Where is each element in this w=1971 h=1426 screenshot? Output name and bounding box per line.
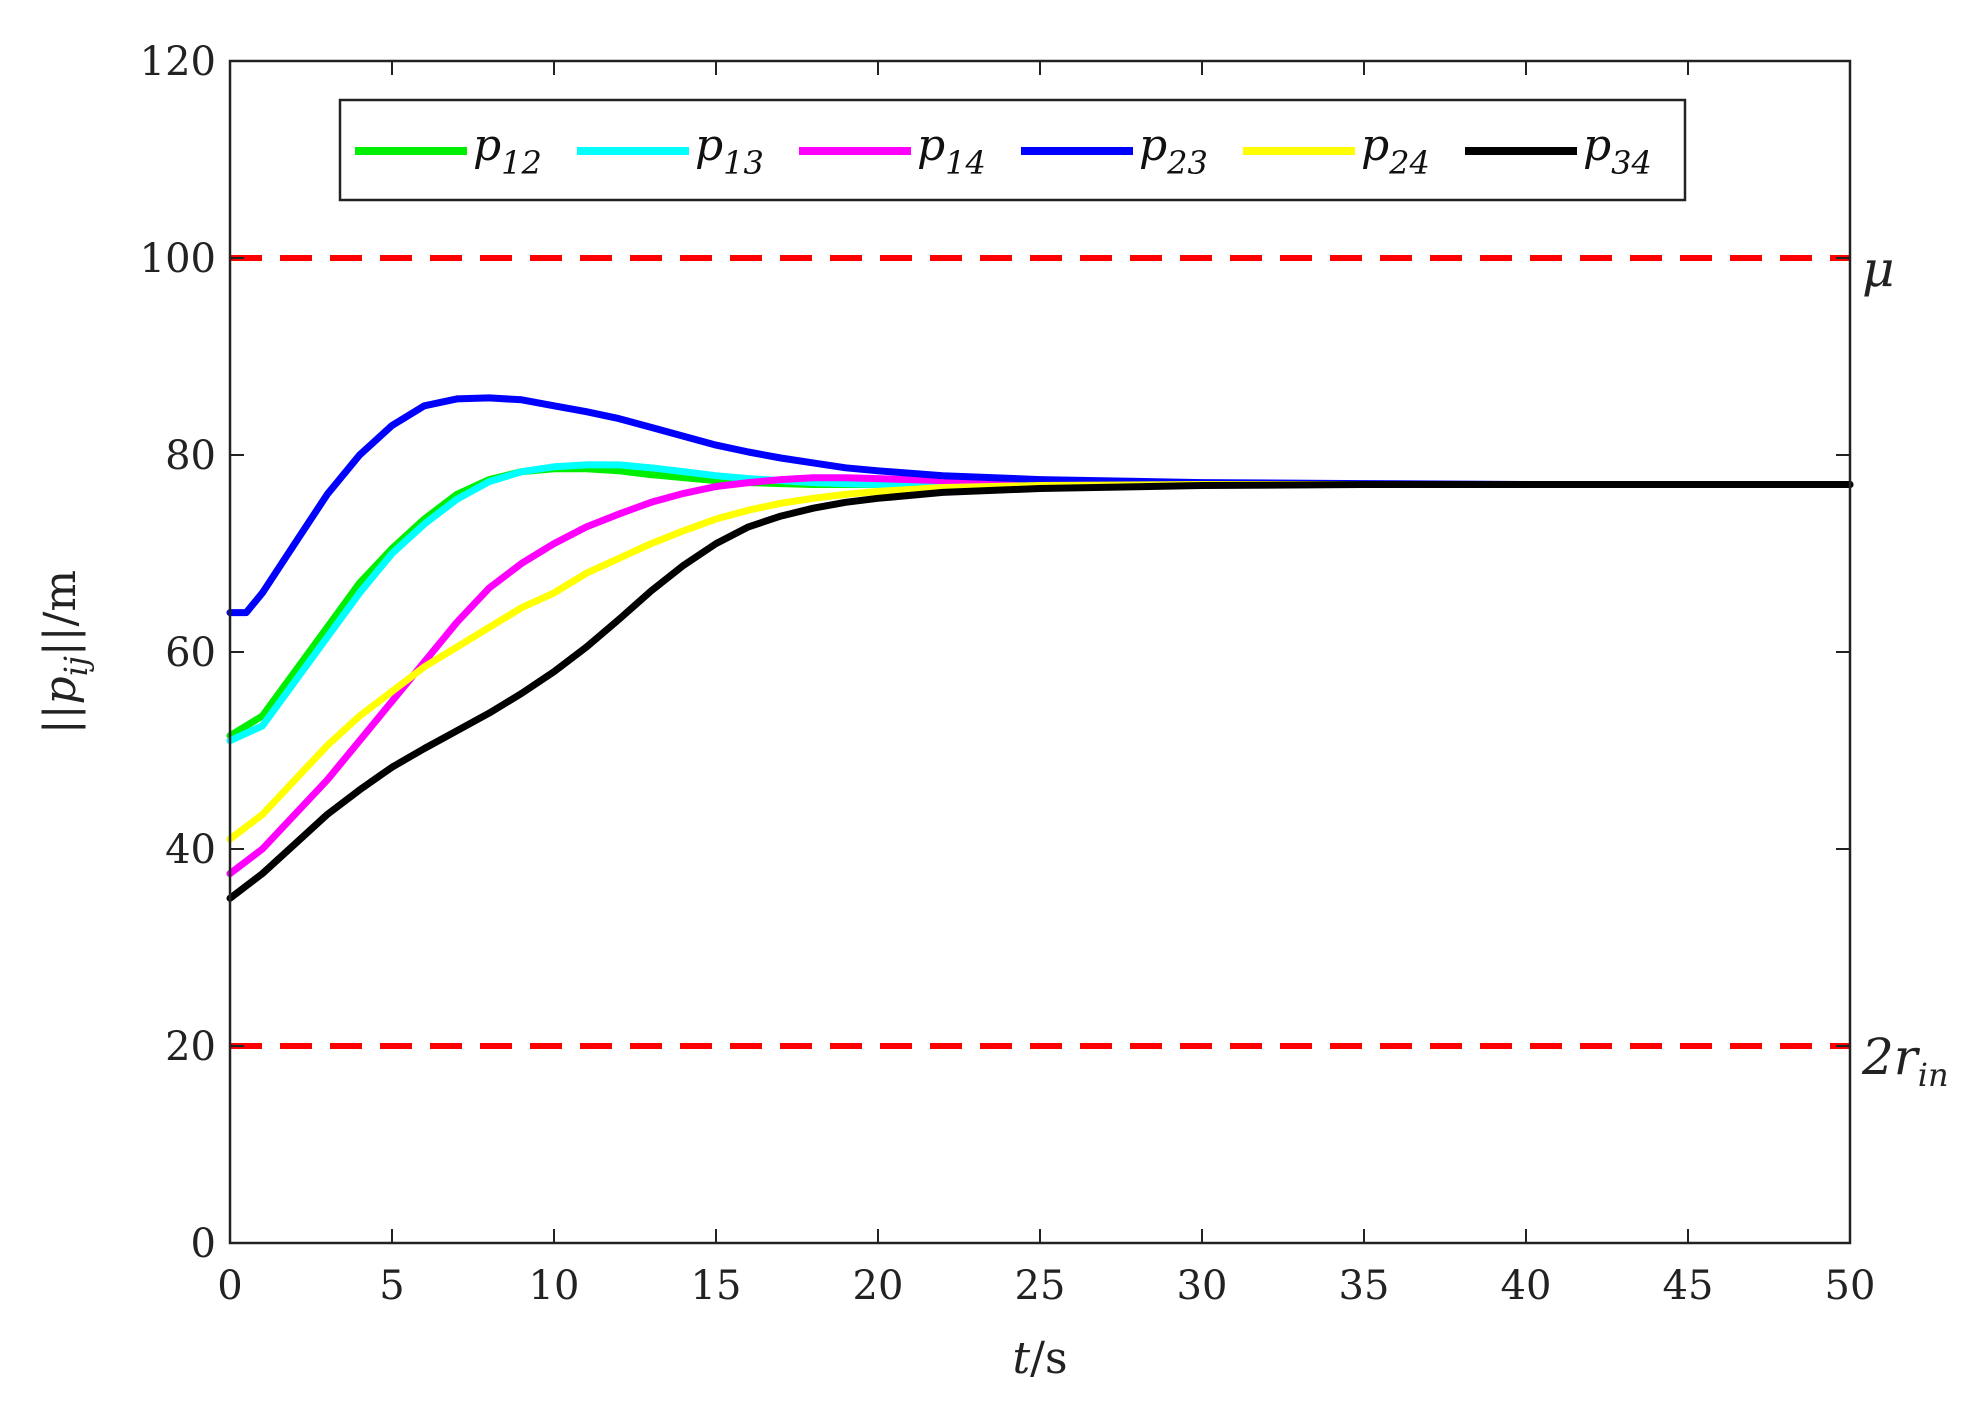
y-tick-label: 0 <box>191 1221 216 1267</box>
legend: p12 p13 p14 p23 p24 p34 <box>338 98 1687 202</box>
y-tick-label: 40 <box>165 827 216 873</box>
legend-label-p14: p14 <box>917 120 986 182</box>
x-axis-title: t/s <box>1012 1333 1067 1384</box>
x-tick-label: 25 <box>1015 1263 1066 1309</box>
x-tick-label: 10 <box>529 1263 580 1309</box>
x-tick-label: 15 <box>691 1263 742 1309</box>
legend-box <box>338 98 1687 202</box>
series-line-p23 <box>226 394 1854 617</box>
y-tick-label: 100 <box>140 236 216 282</box>
reference-label-2r-in: 2rin <box>1861 1028 1949 1094</box>
series-line-p34 <box>226 481 1854 902</box>
x-tick-label: 30 <box>1177 1263 1228 1309</box>
legend-label-p23: p23 <box>1139 120 1208 182</box>
y-tick-label: 60 <box>165 630 216 676</box>
legend-label-p13: p13 <box>695 120 764 182</box>
x-tick-label: 0 <box>217 1263 242 1309</box>
y-tick-label: 120 <box>140 39 216 85</box>
legend-label-p12: p12 <box>473 120 542 182</box>
x-tick-label: 20 <box>853 1263 904 1309</box>
x-tick-label: 50 <box>1825 1263 1876 1309</box>
y-tick-label: 20 <box>165 1024 216 1070</box>
reference-lines-layer: μ 2rin <box>230 240 1949 1094</box>
y-tick-label: 80 <box>165 433 216 479</box>
legend-label-p24: p24 <box>1361 120 1430 182</box>
x-tick-label: 40 <box>1501 1263 1552 1309</box>
axis-title-layer: t/s ||pij||/m <box>35 570 1068 1384</box>
x-tick-label: 5 <box>379 1263 404 1309</box>
reference-label-mu: μ <box>1862 240 1895 298</box>
legend-label-p34: p34 <box>1583 120 1652 182</box>
series-layer <box>226 394 1854 902</box>
y-axis-title: ||pij||/m <box>35 570 95 734</box>
tick-layer: 0 5 10 15 20 25 30 35 40 45 50 0 20 40 60 80 100 120 <box>140 39 1876 1309</box>
x-tick-label: 45 <box>1663 1263 1714 1309</box>
x-tick-label: 35 <box>1339 1263 1390 1309</box>
